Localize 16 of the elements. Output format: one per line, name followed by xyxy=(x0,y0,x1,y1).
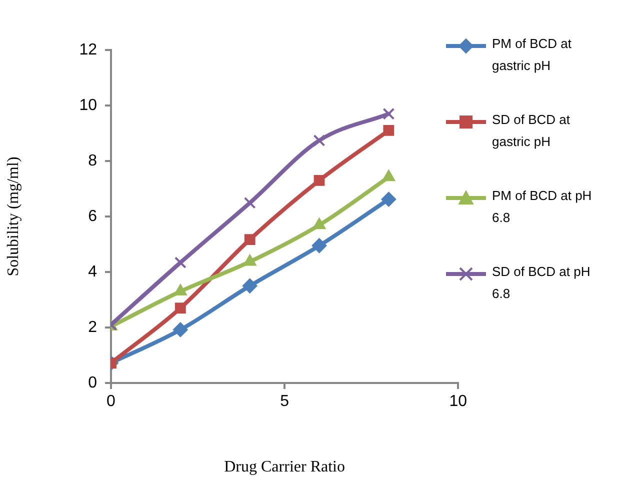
y-tick-label: 8 xyxy=(88,152,98,170)
x-tick-label: 10 xyxy=(449,393,468,410)
y-axis-title: Solubility (mg/ml) xyxy=(4,156,22,276)
y-tick-label: 4 xyxy=(88,263,98,280)
legend-label: SD of BCD at pH 6.8 xyxy=(492,263,592,303)
y-tick-label: 2 xyxy=(88,318,98,336)
y-tick-label: 0 xyxy=(88,374,98,392)
y-tick-label: 12 xyxy=(79,41,98,58)
y-tick-label: 10 xyxy=(79,96,98,114)
legend-label: PM of BCD at pH 6.8 xyxy=(492,187,593,227)
y-tick-label: 6 xyxy=(88,208,98,225)
legend-label: PM of BCD at gastric pH xyxy=(492,35,572,75)
x-tick-label: 5 xyxy=(280,393,290,410)
legend-label: SD of BCD at gastric pH xyxy=(492,111,572,151)
x-axis-title: Drug Carrier Ratio xyxy=(224,458,345,476)
x-tick-label: 0 xyxy=(106,393,116,410)
